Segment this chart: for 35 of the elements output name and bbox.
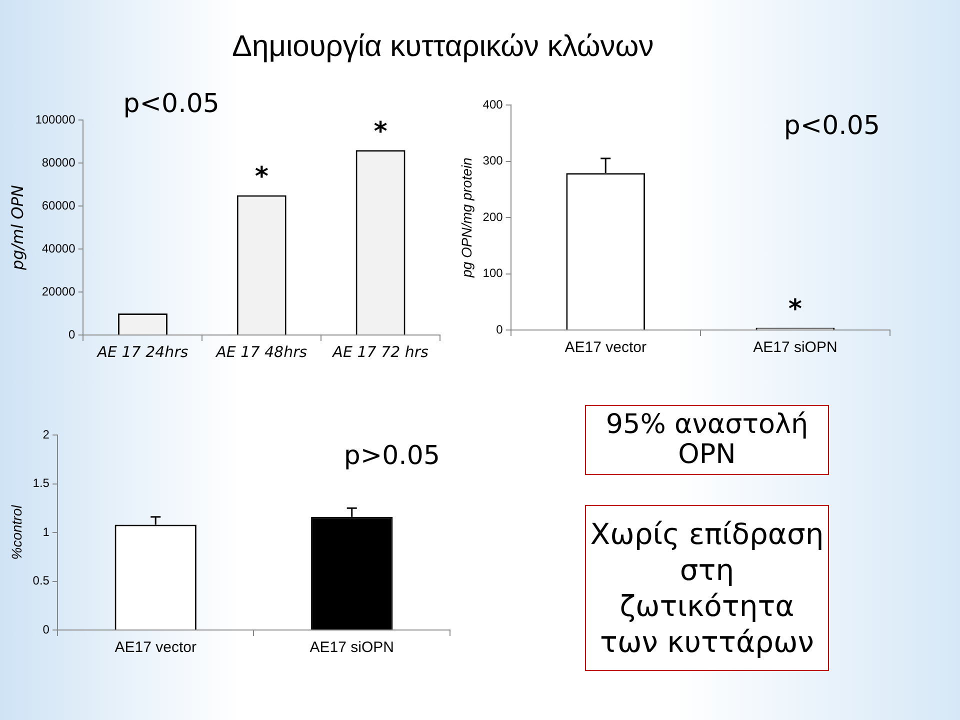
x-tick-label: AE17 siOPN <box>310 639 394 656</box>
chart-title: Δημιουργία κυτταρικών κλώνων <box>232 30 654 64</box>
annotation: * <box>254 162 269 192</box>
y-tick-label: 300 <box>482 154 504 168</box>
y-tick-label: 60000 <box>42 198 76 212</box>
x-tick-label: AE17 vector <box>114 639 196 656</box>
x-tick-label: AE 17 72 hrs <box>332 342 429 361</box>
y-tick-label: 400 <box>482 97 504 112</box>
x-tick-label: AE 17 24hrs <box>96 342 188 361</box>
y-tick-label: 0 <box>68 327 76 342</box>
y-tick-label: 0 <box>42 622 50 636</box>
y-axis-title: pg OPN/mg protein <box>458 157 474 278</box>
y-axis-title: %control <box>8 504 24 560</box>
annotation: p>0.05 <box>344 440 440 471</box>
text: 95% αναστολή OPN <box>585 405 829 475</box>
x-tick-label: AE 17 48hrs <box>215 342 308 361</box>
y-tick-label: 40000 <box>42 241 76 256</box>
y-tick-label: 100 <box>482 266 504 280</box>
x-tick-label: AE17 siOPN <box>753 339 838 356</box>
annotation: * <box>374 116 388 147</box>
y-tick-label: 0.5 <box>32 574 50 588</box>
y-tick-label: 200 <box>482 210 504 224</box>
y-tick-label: 100000 <box>35 112 76 126</box>
x-tick-label: AE17 vector <box>564 339 646 356</box>
annotation: * <box>788 294 802 324</box>
y-tick-label: 0 <box>496 322 504 336</box>
y-tick-label: 1.5 <box>32 476 50 490</box>
y-tick-label: 80000 <box>42 155 76 170</box>
text: Χωρίς επίδραση στη ζωτικότητα των κυττάρων <box>585 505 829 671</box>
text: p<0.05 <box>123 88 220 119</box>
y-axis-title: pg/ml OPN <box>8 184 27 272</box>
y-tick-label: 20000 <box>42 284 76 298</box>
annotation: p<0.05 <box>784 110 880 141</box>
y-tick-label: 2 <box>42 427 50 442</box>
y-tick-label: 1 <box>42 524 50 539</box>
